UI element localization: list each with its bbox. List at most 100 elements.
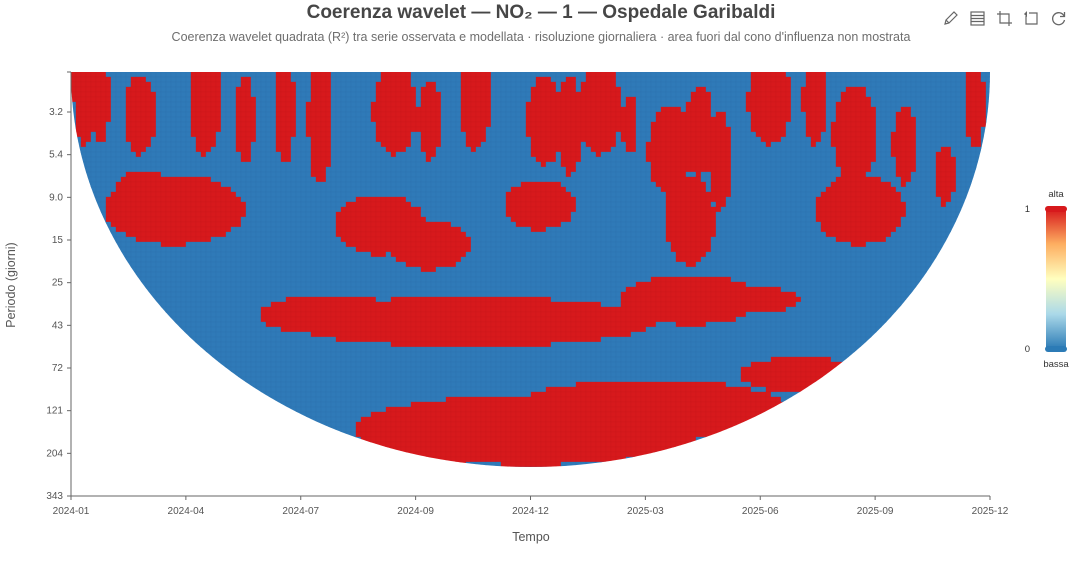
heatmap-cell[interactable] bbox=[290, 416, 297, 423]
heatmap-cell[interactable] bbox=[71, 186, 77, 193]
heatmap-cell[interactable] bbox=[350, 326, 357, 333]
heatmap-cell[interactable] bbox=[155, 156, 162, 163]
heatmap-cell[interactable] bbox=[220, 326, 227, 333]
heatmap-cell[interactable] bbox=[355, 131, 362, 138]
heatmap-cell[interactable] bbox=[200, 311, 207, 318]
heatmap-cell[interactable] bbox=[350, 156, 357, 163]
heatmap-cell[interactable] bbox=[190, 461, 197, 467]
heatmap-cell[interactable] bbox=[150, 431, 157, 438]
heatmap-cell[interactable] bbox=[300, 226, 307, 233]
heatmap-cell[interactable] bbox=[210, 76, 217, 83]
heatmap-cell[interactable] bbox=[320, 256, 327, 263]
heatmap-cell[interactable] bbox=[80, 326, 87, 333]
heatmap-cell[interactable] bbox=[180, 81, 187, 88]
heatmap-cell[interactable] bbox=[235, 131, 242, 138]
heatmap-cell[interactable] bbox=[345, 441, 352, 448]
heatmap-cell[interactable] bbox=[205, 266, 212, 273]
heatmap-cell[interactable] bbox=[100, 251, 107, 258]
heatmap-cell[interactable] bbox=[90, 296, 97, 303]
heatmap-cell[interactable] bbox=[135, 411, 142, 418]
heatmap-cell[interactable] bbox=[150, 396, 157, 403]
heatmap-cell[interactable] bbox=[295, 361, 302, 368]
heatmap-cell[interactable] bbox=[285, 346, 292, 353]
heatmap-cell[interactable] bbox=[100, 221, 107, 228]
heatmap-cell[interactable] bbox=[100, 86, 107, 93]
heatmap-cell[interactable] bbox=[105, 291, 112, 298]
heatmap-cell[interactable] bbox=[365, 191, 372, 198]
heatmap-cell[interactable] bbox=[210, 261, 217, 268]
heatmap-cell[interactable] bbox=[180, 296, 187, 303]
heatmap-cell[interactable] bbox=[180, 216, 187, 223]
heatmap-cell[interactable] bbox=[195, 446, 202, 453]
heatmap-cell[interactable] bbox=[355, 176, 362, 183]
heatmap-cell[interactable] bbox=[80, 361, 87, 368]
heatmap-cell[interactable] bbox=[305, 401, 312, 408]
heatmap-cell[interactable] bbox=[230, 421, 237, 428]
heatmap-cell[interactable] bbox=[110, 266, 117, 273]
heatmap-cell[interactable] bbox=[375, 431, 382, 438]
heatmap-cell[interactable] bbox=[210, 371, 217, 378]
heatmap-cell[interactable] bbox=[125, 381, 132, 388]
heatmap-cell[interactable] bbox=[135, 96, 142, 103]
heatmap-cell[interactable] bbox=[115, 171, 122, 178]
heatmap-cell[interactable] bbox=[365, 241, 372, 248]
heatmap-cell[interactable] bbox=[320, 331, 327, 338]
heatmap-cell[interactable] bbox=[110, 76, 117, 83]
heatmap-cell[interactable] bbox=[370, 126, 377, 133]
heatmap-cell[interactable] bbox=[95, 321, 102, 328]
heatmap-cell[interactable] bbox=[120, 366, 127, 373]
heatmap-cell[interactable] bbox=[210, 331, 217, 338]
heatmap-cell[interactable] bbox=[90, 381, 97, 388]
heatmap-cell[interactable] bbox=[195, 216, 202, 223]
heatmap-cell[interactable] bbox=[145, 321, 152, 328]
heatmap-cell[interactable] bbox=[150, 271, 157, 278]
heatmap-cell[interactable] bbox=[90, 326, 97, 333]
heatmap-cell[interactable] bbox=[130, 86, 137, 93]
heatmap-cell[interactable] bbox=[350, 371, 357, 378]
heatmap-cell[interactable] bbox=[110, 186, 117, 193]
heatmap-cell[interactable] bbox=[180, 356, 187, 363]
heatmap-cell[interactable] bbox=[150, 266, 157, 273]
heatmap-cell[interactable] bbox=[155, 176, 162, 183]
heatmap-cell[interactable] bbox=[225, 436, 232, 443]
heatmap-cell[interactable] bbox=[105, 276, 112, 283]
heatmap-cell[interactable] bbox=[215, 166, 222, 173]
heatmap-cell[interactable] bbox=[355, 396, 362, 403]
heatmap-cell[interactable] bbox=[175, 251, 182, 258]
heatmap-cell[interactable] bbox=[115, 72, 122, 78]
heatmap-cell[interactable] bbox=[320, 376, 327, 383]
heatmap-cell[interactable] bbox=[80, 72, 87, 78]
heatmap-cell[interactable] bbox=[205, 281, 212, 288]
heatmap-cell[interactable] bbox=[125, 356, 132, 363]
heatmap-cell[interactable] bbox=[290, 321, 297, 328]
heatmap-cell[interactable] bbox=[145, 401, 152, 408]
heatmap-cell[interactable] bbox=[225, 72, 232, 78]
heatmap-cell[interactable] bbox=[225, 186, 232, 193]
heatmap-cell[interactable] bbox=[190, 146, 197, 153]
heatmap-cell[interactable] bbox=[220, 466, 227, 472]
heatmap-cell[interactable] bbox=[310, 406, 317, 413]
heatmap-cell[interactable] bbox=[295, 326, 302, 333]
heatmap-cell[interactable] bbox=[160, 121, 167, 128]
heatmap-cell[interactable] bbox=[145, 376, 152, 383]
heatmap-cell[interactable] bbox=[345, 366, 352, 373]
heatmap-cell[interactable] bbox=[340, 72, 347, 78]
heatmap-cell[interactable] bbox=[210, 101, 217, 108]
heatmap-cell[interactable] bbox=[245, 331, 252, 338]
heatmap-cell[interactable] bbox=[115, 421, 122, 428]
heatmap-cell[interactable] bbox=[215, 306, 222, 313]
heatmap-cell[interactable] bbox=[85, 171, 92, 178]
heatmap-cell[interactable] bbox=[125, 421, 132, 428]
heatmap-cell[interactable] bbox=[185, 236, 192, 243]
heatmap-cell[interactable] bbox=[85, 276, 92, 283]
heatmap-cell[interactable] bbox=[175, 216, 182, 223]
heatmap-cell[interactable] bbox=[145, 271, 152, 278]
heatmap-cell[interactable] bbox=[110, 141, 117, 148]
heatmap-cell[interactable] bbox=[355, 381, 362, 388]
heatmap-cell[interactable] bbox=[120, 181, 127, 188]
heatmap-cell[interactable] bbox=[80, 131, 87, 138]
heatmap-cell[interactable] bbox=[105, 91, 112, 98]
heatmap-cell[interactable] bbox=[75, 361, 82, 368]
heatmap-cell[interactable] bbox=[71, 126, 77, 133]
heatmap-cell[interactable] bbox=[145, 246, 152, 253]
